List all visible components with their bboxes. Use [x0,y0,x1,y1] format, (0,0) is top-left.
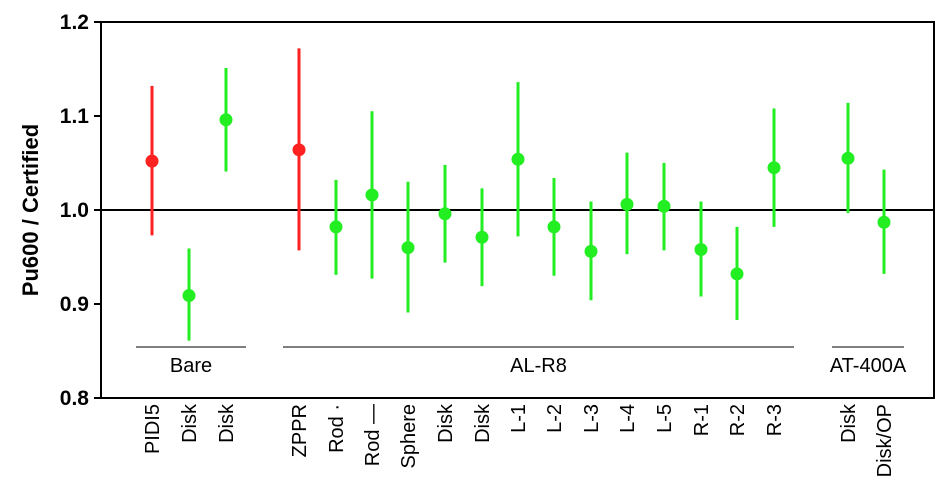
x-tick-label: Disk [216,403,238,443]
data-point [401,241,415,255]
y-tick-label: 1.1 [60,105,90,128]
data-point [657,199,671,213]
x-tick-label: Disk [179,403,201,443]
x-tick-label: Rod — [362,404,384,466]
x-tick-label: PIDI5 [142,404,164,454]
x-tick-label: Rod · [326,404,348,453]
data-point [767,161,781,175]
y-axis: 0.8 0.9 1.0 1.1 1.2 [60,11,101,410]
x-tick-label: Disk [435,403,457,443]
data-point [730,267,744,281]
data-point [292,143,306,157]
x-tick-label: Sphere [398,404,420,469]
x-tick-label: L-4 [617,404,639,433]
data-point [219,113,233,127]
data-point [877,215,891,229]
x-tick-label: ZPPR [289,404,311,457]
x-tick-label: Disk/OP [874,404,896,477]
x-tick-label: L-2 [544,404,566,433]
x-tick-label: R-3 [764,404,786,436]
x-tick-label: R-2 [727,404,749,436]
x-axis-labels: PIDI5 Disk Disk ZPPR Rod · Rod — Sphere Disk Dis… [142,403,896,477]
y-tick-label: 1.2 [60,11,89,34]
x-tick-label: Disk [838,403,860,443]
data-point [694,242,708,256]
group-label: AL-R8 [510,355,567,377]
data-point [584,244,598,258]
group-label: AT-400A [830,355,907,377]
data-point [475,230,489,244]
data-point [182,289,196,303]
data-point [620,197,634,211]
y-tick-label: 1.0 [60,199,89,222]
y-tick-label: 0.9 [60,293,89,316]
y-tick-label: 0.8 [60,387,90,410]
data-point [511,152,525,166]
data-point [547,220,561,234]
x-tick-label: L-3 [581,404,603,433]
data-point [329,220,343,234]
x-tick-label: Disk [472,403,494,443]
data-point [438,207,452,221]
x-tick-label: R-1 [691,404,713,436]
x-tick-label: L-5 [654,404,676,433]
data-points [145,48,891,341]
group-labels: Bare AL-R8 AT-400A [136,346,907,377]
data-point [365,188,379,202]
y-axis-label: Pu600 / Certified [18,124,43,296]
data-point [841,151,855,165]
data-point [145,154,159,168]
group-label: Bare [170,355,212,377]
x-tick-label: L-1 [508,404,530,433]
